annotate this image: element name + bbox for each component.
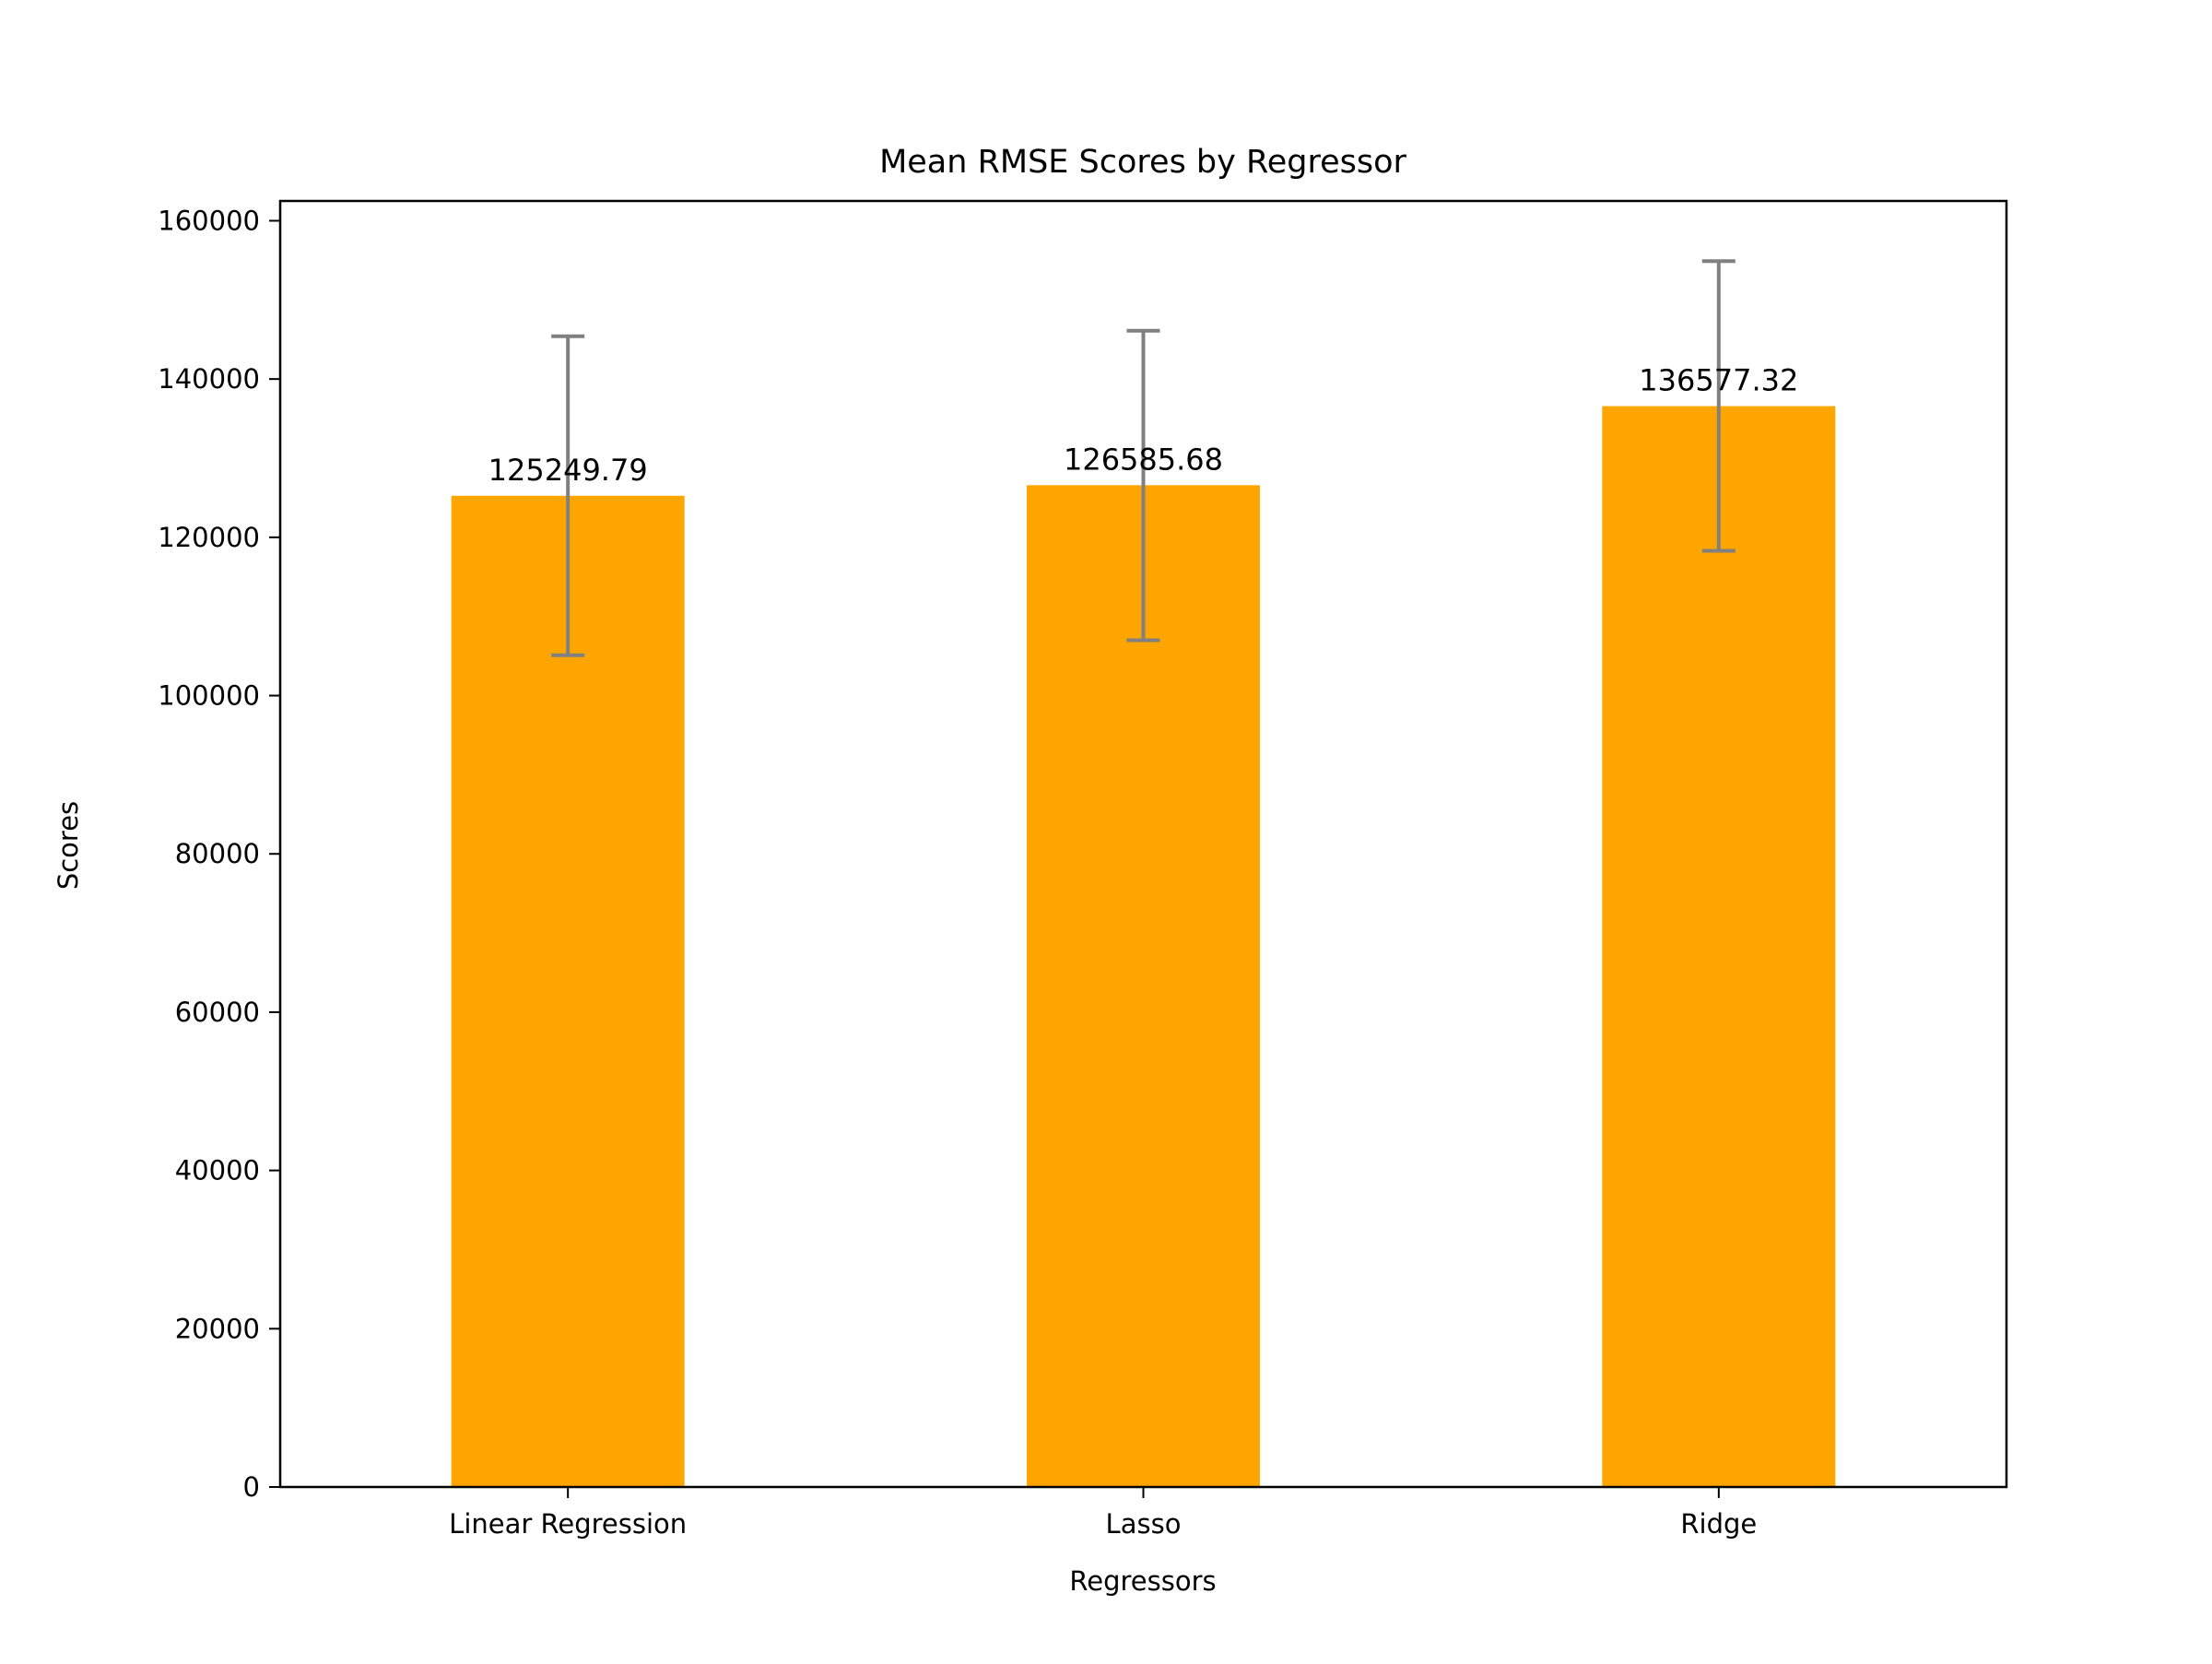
y-tick-label: 20000 <box>175 1313 260 1344</box>
y-tick-label: 120000 <box>158 522 260 553</box>
x-tick-label: Ridge <box>1680 1508 1757 1540</box>
bar-linear-regression <box>451 495 685 1487</box>
chart-marks: 0 20000 40000 60000 80000 100000 120000 140000 1… <box>158 205 1836 1540</box>
y-tick-label: 100000 <box>158 680 260 712</box>
x-axis-label: Regressors <box>1069 1565 1216 1597</box>
bar-lasso <box>1027 485 1260 1488</box>
bar-ridge <box>1602 406 1836 1487</box>
y-tick-label: 80000 <box>175 838 260 869</box>
y-tick-label: 60000 <box>175 997 260 1028</box>
plot-frame <box>278 199 2008 1489</box>
bar-value-label: 136577.32 <box>1639 363 1798 398</box>
y-tick-label: 40000 <box>175 1155 260 1186</box>
y-tick-label: 0 <box>243 1471 260 1503</box>
y-tick-label: 140000 <box>158 363 260 395</box>
bar-value-label: 126585.68 <box>1064 442 1223 477</box>
y-axis-label: Scores <box>53 801 84 890</box>
x-tick-label: Lasso <box>1106 1508 1182 1540</box>
x-tick-label: Linear Regression <box>449 1508 687 1540</box>
bar-value-label: 125249.79 <box>488 453 648 488</box>
y-tick-label: 160000 <box>158 205 260 236</box>
chart-title: Mean RMSE Scores by Regressor <box>879 144 1406 181</box>
